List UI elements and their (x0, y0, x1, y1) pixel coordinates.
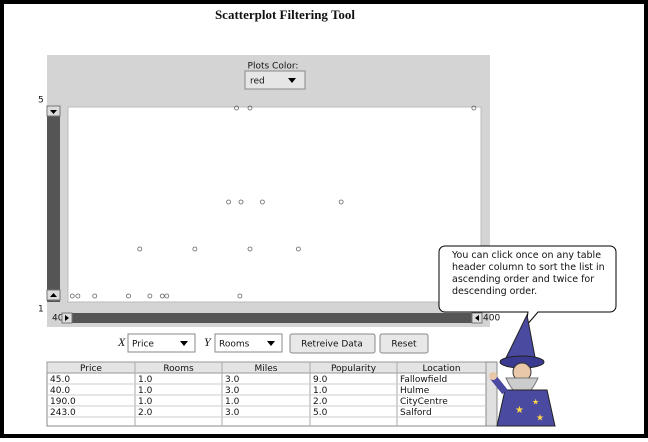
color-value: red (250, 77, 265, 87)
reset-button-text: Reset (391, 340, 417, 350)
table-cell: 1.0 (313, 386, 328, 396)
table-cell: 1.0 (138, 397, 153, 407)
column-header[interactable]: Price (80, 364, 102, 374)
screen: Scatterplot Filtering Tool Plots Color: … (0, 0, 648, 438)
x-select-value: Price (132, 340, 154, 350)
y-min-label: 1 (38, 305, 44, 315)
retrieve-button-text: Retreive Data (301, 340, 363, 350)
title: Scatterplot Filtering Tool (215, 7, 355, 22)
table-cell: 2.0 (138, 408, 153, 418)
column-header[interactable]: Miles (255, 364, 278, 374)
table-cell: 1.0 (138, 375, 153, 385)
table-cell: 40.0 (50, 386, 70, 396)
table-cell: 243.0 (50, 408, 76, 418)
y-select-value: Rooms (219, 340, 250, 350)
table-cell: Salford (400, 408, 432, 418)
table-cell: 3.0 (225, 408, 240, 418)
table-cell: 1.0 (138, 386, 153, 396)
table-cell: 3.0 (225, 386, 240, 396)
x-max-label: 400 (483, 314, 500, 324)
tooltip-text: You can click once on any table header c… (452, 250, 608, 298)
x-axis-label: X (117, 335, 126, 349)
y-max-label: 5 (38, 96, 44, 106)
app-window: Scatterplot Filtering Tool Plots Color: … (0, 0, 648, 438)
table-cell: 45.0 (50, 375, 70, 385)
svg-text:★: ★ (536, 414, 544, 424)
table-cell: Fallowfield (400, 375, 447, 385)
column-header[interactable]: Rooms (163, 364, 194, 374)
table-cell: 3.0 (225, 375, 240, 385)
color-label: Plots Color: (248, 62, 299, 72)
table-cell: Hulme (400, 386, 430, 396)
x-slider[interactable] (62, 313, 482, 323)
column-header[interactable]: Location (422, 364, 460, 374)
table-cell: 9.0 (313, 375, 328, 385)
svg-text:★: ★ (532, 398, 539, 407)
table-cell: CityCentre (400, 397, 448, 407)
table-cell: 1.0 (225, 397, 240, 407)
table-cell: 190.0 (50, 397, 76, 407)
svg-text:★: ★ (515, 405, 524, 416)
table-cell: 2.0 (313, 397, 328, 407)
y-slider[interactable] (47, 106, 60, 302)
table-cell: 5.0 (313, 408, 328, 418)
table-scrollbar[interactable] (486, 362, 497, 426)
plot-area (68, 107, 481, 302)
column-header[interactable]: Popularity (331, 364, 377, 374)
